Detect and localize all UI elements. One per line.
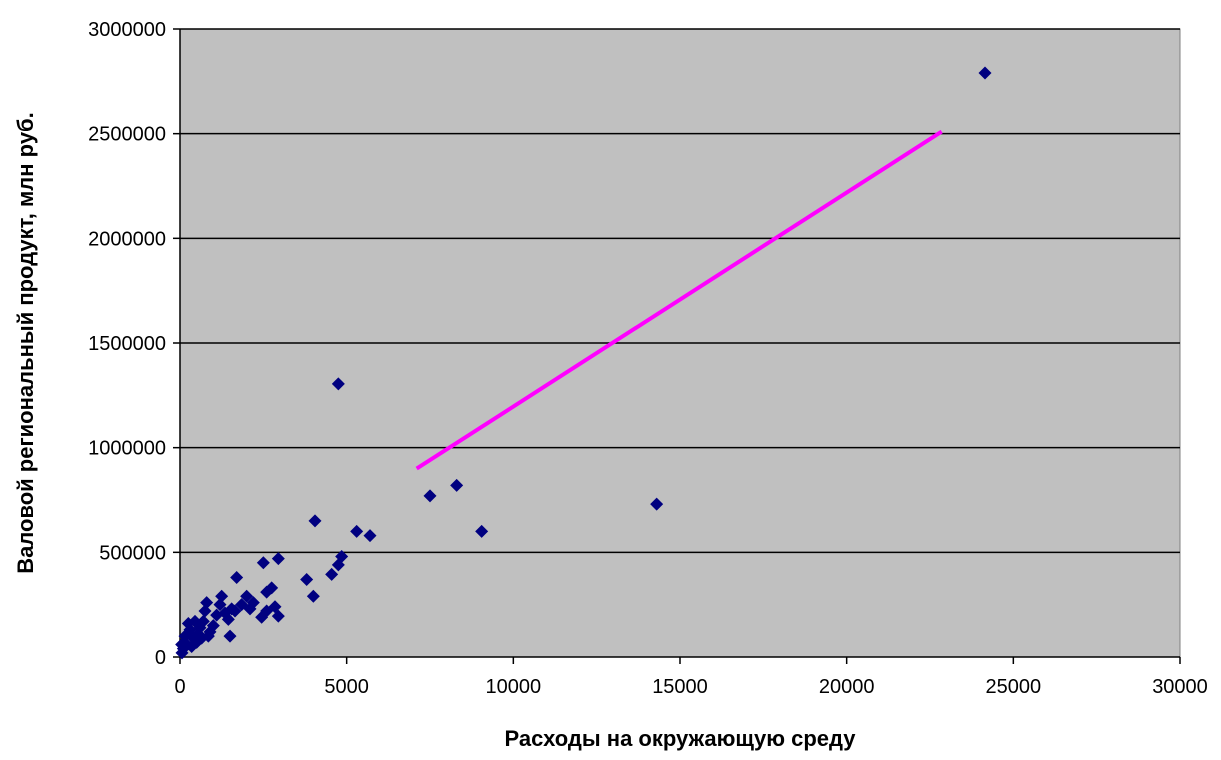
trend-line: [415, 129, 943, 471]
data-point: [215, 589, 229, 603]
x-tick-label: 15000: [652, 676, 708, 698]
y-tick-label: 2000000: [88, 228, 166, 250]
data-point: [331, 377, 345, 391]
data-point: [308, 514, 322, 528]
data-point: [175, 646, 189, 660]
data-point: [246, 596, 260, 610]
data-point: [200, 596, 214, 610]
data-point: [181, 617, 195, 631]
data-point: [256, 556, 270, 570]
y-tick-label: 1000000: [88, 438, 166, 460]
x-tick-label: 30000: [1152, 676, 1208, 698]
data-point: [198, 604, 212, 618]
data-point: [271, 609, 285, 623]
data-point: [213, 598, 227, 612]
data-point: [230, 570, 244, 584]
data-point: [363, 529, 377, 543]
data-point: [650, 497, 664, 511]
data-point: [331, 558, 345, 572]
data-point: [223, 629, 237, 643]
x-tick-label: 25000: [986, 676, 1042, 698]
data-point: [218, 606, 232, 620]
y-tick-label: 3000000: [88, 19, 166, 41]
data-point: [260, 585, 274, 599]
y-axis-title: Валовой региональный продукт, млн руб.: [13, 112, 38, 574]
x-axis-ticks: 0 5000 10000 15000 20000 25000 30000: [174, 657, 1208, 698]
y-tick-label: 2500000: [88, 124, 166, 146]
data-point: [260, 604, 274, 618]
data-point: [300, 573, 314, 587]
data-point: [306, 589, 320, 603]
data-point: [350, 524, 364, 538]
data-point: [228, 604, 242, 618]
trend-line-layer: [415, 129, 943, 471]
x-tick-label: 10000: [486, 676, 542, 698]
data-point: [201, 629, 215, 643]
data-point: [325, 567, 339, 581]
x-tick-label: 5000: [324, 676, 369, 698]
data-point: [475, 524, 489, 538]
data-point: [978, 66, 992, 80]
data-points: [175, 66, 992, 660]
y-tick-label: 500000: [99, 542, 166, 564]
x-axis-title: Расходы на окружающую среду: [505, 726, 857, 751]
data-point: [175, 637, 189, 651]
x-tick-label: 0: [174, 676, 185, 698]
x-tick-label: 20000: [819, 676, 875, 698]
y-tick-label: 0: [155, 647, 166, 669]
y-tick-label: 1500000: [88, 333, 166, 355]
data-point: [423, 489, 437, 503]
data-point: [271, 552, 285, 566]
y-axis-ticks: 0 500000 1000000 1500000 2000000 2500000 30000…: [88, 19, 180, 669]
data-point: [450, 478, 464, 492]
